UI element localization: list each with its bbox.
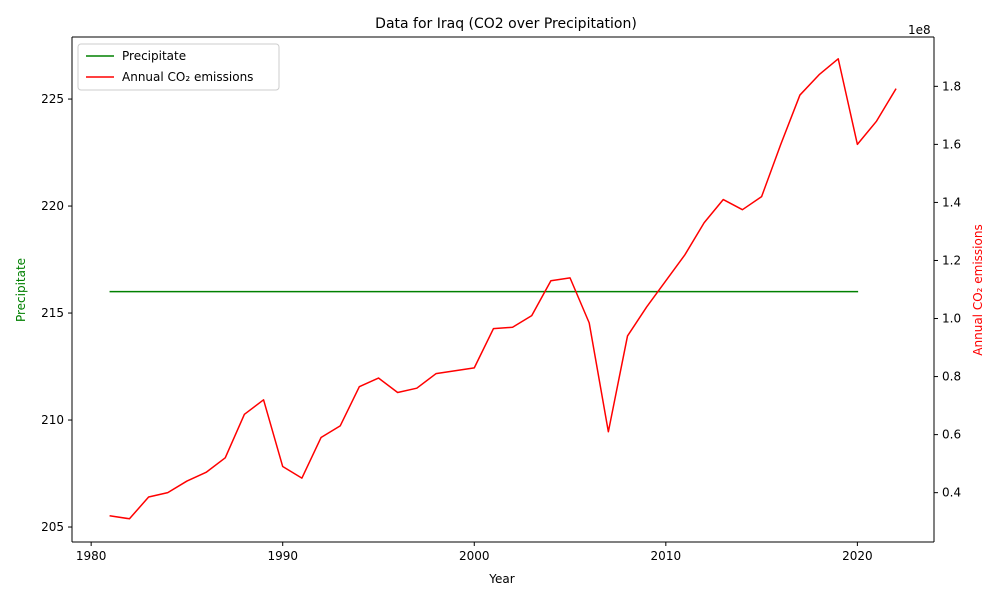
y-right-tick-label: 0.8: [942, 370, 961, 384]
x-tick-label: 1980: [76, 549, 107, 563]
legend-frame: [77, 43, 280, 91]
y-right-tick-label: 1.4: [942, 195, 961, 209]
y-right-tick-label: 0.4: [942, 486, 961, 500]
chart-title: Data for Iraq (CO2 over Precipitation): [375, 16, 637, 32]
y-right-tick-label: 1.2: [942, 253, 961, 267]
plot-area: [71, 36, 935, 543]
x-tick-label: 2020: [842, 549, 873, 563]
y-right-tick-label: 1.6: [942, 137, 961, 151]
y-left-tick-label: 210: [41, 413, 64, 427]
x-tick-label: 2010: [651, 549, 682, 563]
legend-label-co2: Annual CO₂ emissions: [122, 70, 253, 84]
x-axis-title: Year: [488, 572, 514, 586]
y-right-tick-label: 0.6: [942, 428, 961, 442]
x-axis: 1980 1990 2000 2010 2020: [76, 542, 873, 563]
y-axis-right-title: Annual CO₂ emissions: [971, 224, 985, 355]
legend: Precipitate Annual CO₂ emissions: [77, 43, 280, 91]
y-axis-left-title: Precipitate: [14, 258, 28, 322]
y-axis-right-multiplier: 1e8: [908, 23, 931, 37]
y-left-tick-label: 205: [41, 520, 64, 534]
y-axis-left: 205 210 215 220 225: [41, 92, 72, 534]
y-axis-right: 0.4 0.6 0.8 1.0 1.2 1.4 1.6 1.8: [934, 79, 961, 500]
x-tick-label: 1990: [267, 549, 298, 563]
legend-label-precipitate: Precipitate: [122, 49, 186, 63]
y-left-tick-label: 225: [41, 92, 64, 106]
y-right-tick-label: 1.8: [942, 79, 961, 93]
x-tick-label: 2000: [459, 549, 490, 563]
series-line-1: [109, 58, 897, 520]
y-left-tick-label: 215: [41, 306, 64, 320]
y-left-tick-label: 220: [41, 199, 64, 213]
y-right-tick-label: 1.0: [942, 312, 961, 326]
